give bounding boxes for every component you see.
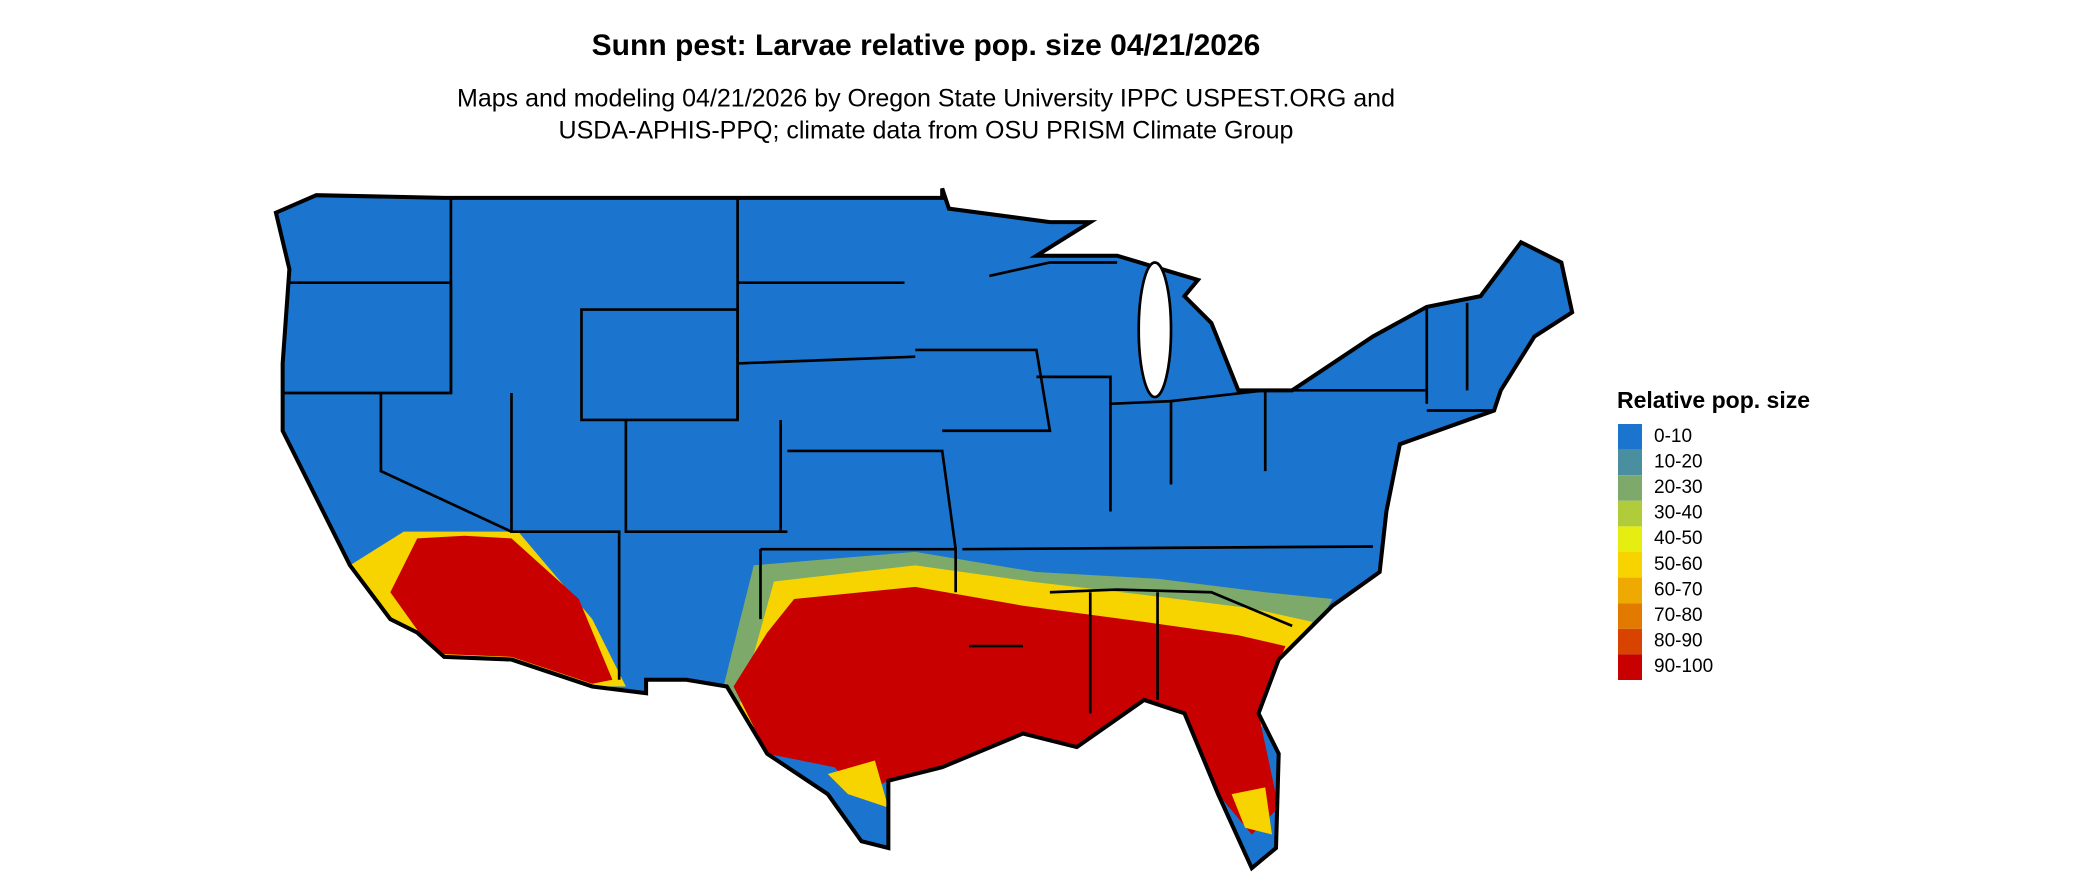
legend-swatch — [1618, 654, 1642, 680]
legend-label: 20-30 — [1654, 477, 1703, 498]
legend-label: 10-20 — [1654, 451, 1703, 472]
lake-michigan — [1137, 261, 1173, 399]
region-high — [390, 535, 613, 684]
legend-title: Relative pop. size — [1617, 387, 1810, 413]
legend-swatch — [1618, 424, 1642, 450]
legend: 0-10 10-20 20-30 30-40 40-50 50-60 60-70 70-80 8… — [1618, 424, 1713, 680]
map-subtitle: USDA-APHIS-PPQ; climate data from OSU PR… — [559, 117, 1294, 145]
legend-label: 0-10 — [1654, 426, 1692, 447]
legend-label: 80-90 — [1654, 631, 1703, 652]
map-subtitle: Maps and modeling 04/21/2026 by Oregon S… — [457, 85, 1395, 113]
us-outline — [273, 187, 1575, 872]
legend-swatch — [1618, 449, 1642, 476]
legend-swatch — [1618, 475, 1642, 501]
legend-label: 40-50 — [1654, 528, 1703, 549]
legend-label: 70-80 — [1654, 605, 1703, 626]
legend-swatch — [1618, 603, 1642, 629]
state-borders — [282, 197, 1495, 714]
legend-swatch — [1618, 628, 1642, 655]
legend-label: 60-70 — [1654, 579, 1703, 600]
region-mid — [827, 760, 889, 808]
legend-swatch — [1618, 526, 1642, 552]
legend-swatch — [1618, 577, 1642, 604]
legend-label: 30-40 — [1654, 503, 1703, 524]
region-mid — [1231, 787, 1272, 835]
legend-swatch — [1618, 500, 1642, 527]
legend-label: 50-60 — [1654, 554, 1703, 575]
us-map — [273, 187, 1575, 872]
legend-swatch — [1618, 552, 1642, 578]
map-title: Sunn pest: Larvae relative pop. size 04/… — [592, 29, 1261, 62]
legend-label: 90-100 — [1654, 656, 1713, 677]
